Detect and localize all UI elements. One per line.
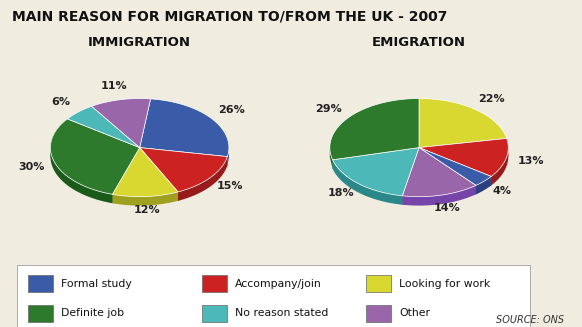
Text: Accompany/join: Accompany/join [235,279,322,288]
Polygon shape [112,192,178,206]
Polygon shape [402,185,476,206]
FancyBboxPatch shape [28,275,54,292]
Polygon shape [178,157,228,201]
Polygon shape [178,157,228,201]
Polygon shape [91,98,151,147]
Text: 14%: 14% [434,203,461,214]
Polygon shape [68,106,140,147]
Polygon shape [476,177,491,194]
Polygon shape [402,147,476,197]
Text: Definite job: Definite job [61,308,124,318]
Text: MAIN REASON FOR MIGRATION TO/FROM THE UK - 2007: MAIN REASON FOR MIGRATION TO/FROM THE UK… [12,10,447,24]
Polygon shape [228,148,229,165]
Text: SOURCE: ONS: SOURCE: ONS [496,315,565,325]
Polygon shape [140,147,228,192]
Polygon shape [419,147,491,185]
Text: 18%: 18% [328,188,354,198]
Polygon shape [51,119,112,203]
Polygon shape [51,148,112,203]
Text: 6%: 6% [52,97,70,107]
FancyBboxPatch shape [365,275,391,292]
Polygon shape [112,147,178,197]
Text: 4%: 4% [493,186,512,196]
Polygon shape [332,160,402,205]
FancyBboxPatch shape [365,305,391,322]
Polygon shape [491,148,508,185]
Text: 26%: 26% [218,106,245,115]
Polygon shape [112,192,178,203]
FancyBboxPatch shape [202,275,228,292]
Polygon shape [419,98,507,147]
Text: 15%: 15% [217,181,243,191]
Polygon shape [491,138,508,185]
Text: 12%: 12% [134,205,161,215]
Text: Formal study: Formal study [61,279,132,288]
Polygon shape [140,99,229,157]
Polygon shape [332,147,419,196]
Text: 22%: 22% [478,94,505,104]
Text: Other: Other [399,308,430,318]
Text: 13%: 13% [517,156,544,166]
Text: No reason stated: No reason stated [235,308,328,318]
Title: EMIGRATION: EMIGRATION [372,36,466,49]
Polygon shape [332,160,402,205]
Text: 29%: 29% [315,104,342,114]
Title: IMMIGRATION: IMMIGRATION [88,36,191,49]
FancyBboxPatch shape [202,305,228,322]
Polygon shape [402,185,476,205]
Text: 11%: 11% [101,81,127,91]
Polygon shape [51,119,140,194]
Polygon shape [476,177,491,194]
Polygon shape [419,138,508,177]
Polygon shape [330,148,332,169]
Polygon shape [330,98,419,160]
FancyBboxPatch shape [28,305,54,322]
Text: 30%: 30% [18,162,44,172]
Text: Looking for work: Looking for work [399,279,490,288]
